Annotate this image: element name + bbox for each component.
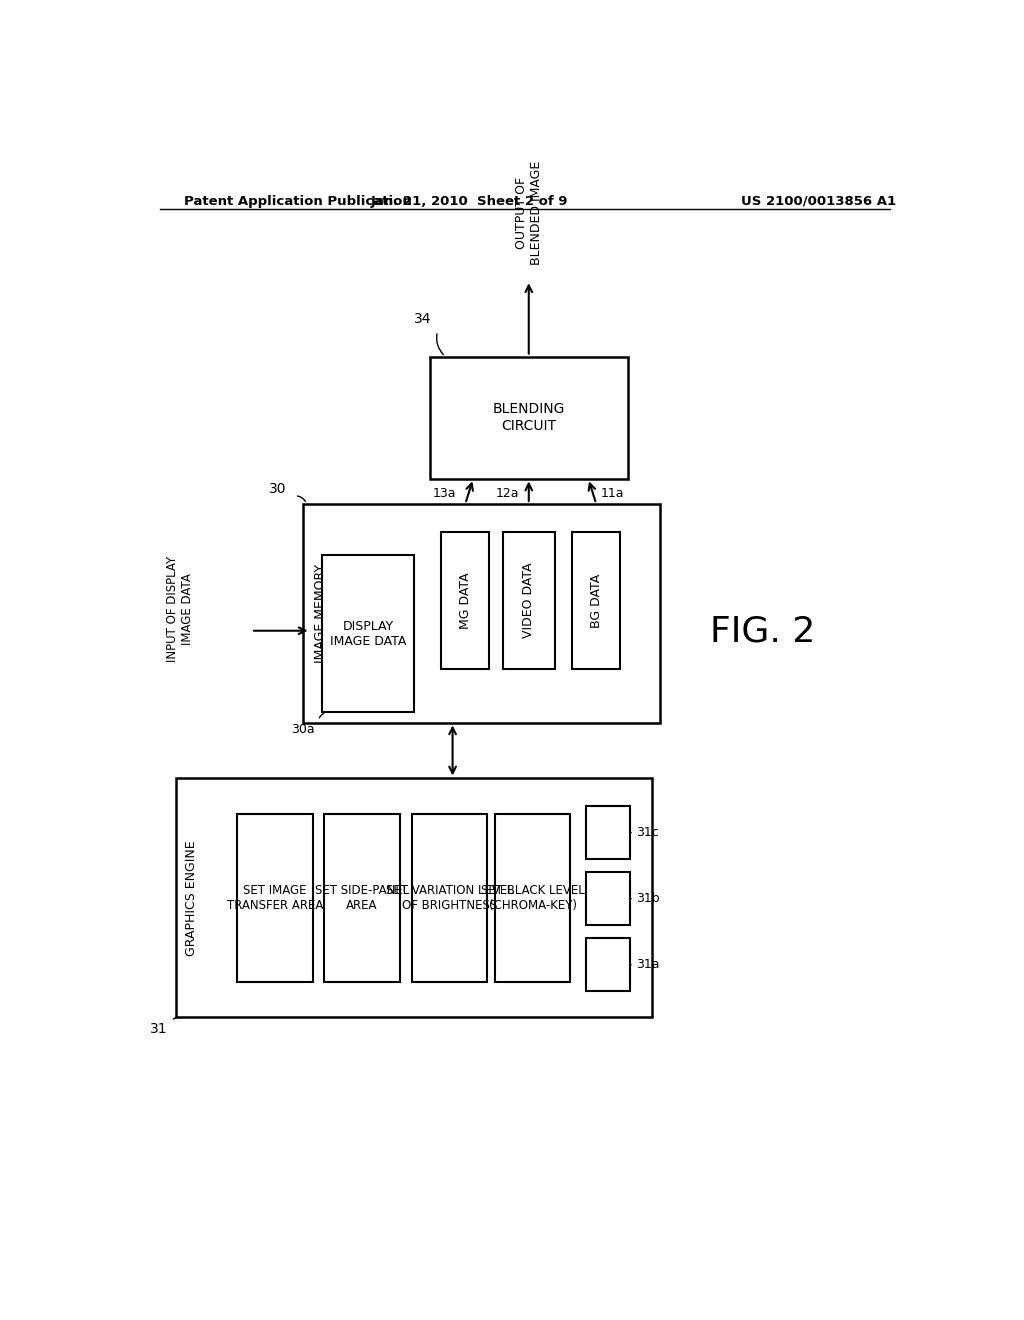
Text: SET BLACK LEVEL
(CHROMA-KEY): SET BLACK LEVEL (CHROMA-KEY) — [481, 884, 585, 912]
Text: VIDEO DATA: VIDEO DATA — [522, 562, 536, 639]
Bar — [323, 554, 414, 713]
Text: GRAPHICS ENGINE: GRAPHICS ENGINE — [185, 840, 198, 956]
Bar — [176, 779, 651, 1018]
Text: FIG. 2: FIG. 2 — [711, 614, 815, 648]
Text: BLENDING
CIRCUIT: BLENDING CIRCUIT — [493, 403, 565, 433]
Text: SET SIDE-PANEL
AREA: SET SIDE-PANEL AREA — [315, 884, 410, 912]
Text: SET IMAGE
TRANSFER AREA: SET IMAGE TRANSFER AREA — [226, 884, 323, 912]
Text: MG DATA: MG DATA — [459, 573, 472, 628]
Bar — [412, 814, 487, 982]
Text: DISPLAY
IMAGE DATA: DISPLAY IMAGE DATA — [330, 619, 407, 648]
Text: 12a: 12a — [496, 487, 519, 500]
Text: IMAGE MEMORY: IMAGE MEMORY — [313, 564, 327, 663]
Text: Patent Application Publication: Patent Application Publication — [183, 194, 412, 207]
Text: Jan. 21, 2010  Sheet 2 of 9: Jan. 21, 2010 Sheet 2 of 9 — [371, 194, 568, 207]
Text: 31a: 31a — [636, 958, 659, 972]
Bar — [587, 873, 630, 925]
Text: 13a: 13a — [432, 487, 456, 500]
Text: 30a: 30a — [291, 722, 314, 735]
Bar — [587, 805, 630, 859]
Text: US 2100/0013856 A1: US 2100/0013856 A1 — [741, 194, 896, 207]
Bar — [572, 532, 620, 669]
Bar — [587, 939, 630, 991]
Text: INPUT OF DISPLAY
IMAGE DATA: INPUT OF DISPLAY IMAGE DATA — [166, 556, 194, 661]
Text: 30: 30 — [269, 482, 287, 496]
Bar — [325, 814, 399, 982]
Bar — [430, 356, 628, 479]
Text: 31c: 31c — [636, 826, 659, 838]
Bar — [503, 532, 555, 669]
Bar — [238, 814, 312, 982]
Bar — [303, 504, 659, 722]
Text: SET VARIATION LEVEL
OF BRIGHTNESS: SET VARIATION LEVEL OF BRIGHTNESS — [385, 884, 513, 912]
Text: 11a: 11a — [600, 487, 624, 500]
Text: 34: 34 — [414, 312, 431, 326]
Text: 31: 31 — [151, 1022, 168, 1036]
Text: OUTPUT OF
BLENDED IMAGE: OUTPUT OF BLENDED IMAGE — [515, 161, 543, 265]
Bar — [441, 532, 489, 669]
Text: BG DATA: BG DATA — [590, 573, 603, 627]
Text: 31b: 31b — [636, 892, 659, 904]
Bar — [495, 814, 570, 982]
